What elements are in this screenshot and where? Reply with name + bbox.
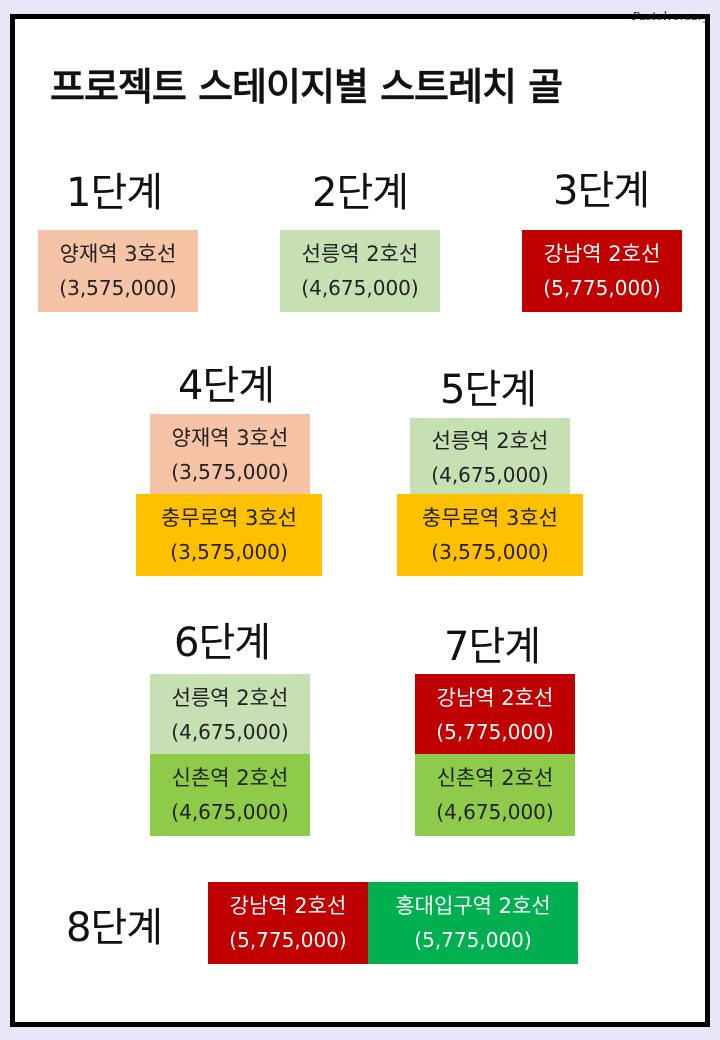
goal-amount: (3,575,000) [171, 460, 289, 484]
station-name: 선릉역 2호선 [431, 429, 549, 453]
stage-4-goal-2: 충무로역 3호선 (3,575,000) [136, 494, 322, 576]
page-title: 프로젝트 스테이지별 스트레치 골 [50, 65, 563, 109]
stage-5-label: 5단계 [440, 367, 537, 413]
station-name: 선릉역 2호선 [171, 686, 289, 710]
goal-amount: (3,575,000) [170, 540, 288, 564]
goal-amount: (3,575,000) [59, 276, 177, 300]
goal-amount: (5,775,000) [436, 720, 554, 744]
goal-amount: (4,675,000) [436, 800, 554, 824]
stage-6-goal-2: 신촌역 2호선 (4,675,000) [150, 754, 310, 836]
station-name: 충무로역 3호선 [161, 506, 297, 530]
goal-amount: (4,675,000) [171, 800, 289, 824]
stage-4-label: 4단계 [178, 363, 275, 409]
stage-7-goal-1: 강남역 2호선 (5,775,000) [415, 674, 575, 756]
stage-7-goal-2: 신촌역 2호선 (4,675,000) [415, 754, 575, 836]
stage-5-goal-1: 선릉역 2호선 (4,675,000) [410, 418, 570, 498]
goal-amount: (5,775,000) [414, 928, 532, 952]
station-name: 홍대입구역 2호선 [395, 894, 551, 918]
station-name: 양재역 3호선 [171, 426, 289, 450]
goal-amount: (5,775,000) [229, 928, 347, 952]
stage-2-goal-1: 선릉역 2호선 (4,675,000) [280, 230, 440, 312]
stage-8-goal-2: 홍대입구역 2호선 (5,775,000) [368, 882, 578, 964]
station-name: 선릉역 2호선 [301, 242, 419, 266]
stage-1-label: 1단계 [66, 170, 163, 216]
stage-7-label: 7단계 [444, 624, 541, 670]
station-name: 강남역 2호선 [543, 242, 661, 266]
goal-amount: (3,575,000) [431, 540, 549, 564]
stage-3-label: 3단계 [553, 168, 650, 214]
stage-1-goal-1: 양재역 3호선 (3,575,000) [38, 230, 198, 312]
stage-8-label: 8단계 [66, 905, 163, 951]
goal-amount: (4,675,000) [171, 720, 289, 744]
stage-2-label: 2단계 [312, 170, 409, 216]
goal-amount: (5,775,000) [543, 276, 661, 300]
station-name: 강남역 2호선 [436, 686, 554, 710]
goal-amount: (4,675,000) [431, 463, 549, 487]
stage-5-goal-2: 충무로역 3호선 (3,575,000) [397, 494, 583, 576]
station-name: 신촌역 2호선 [436, 766, 554, 790]
stage-6-goal-1: 선릉역 2호선 (4,675,000) [150, 674, 310, 756]
brand-logo: Pastelversary [632, 10, 710, 23]
stage-3-goal-1: 강남역 2호선 (5,775,000) [522, 230, 682, 312]
poster-frame [10, 14, 710, 1027]
station-name: 양재역 3호선 [59, 242, 177, 266]
stage-6-label: 6단계 [174, 620, 271, 666]
station-name: 강남역 2호선 [229, 894, 347, 918]
stage-8-goal-1: 강남역 2호선 (5,775,000) [208, 882, 368, 964]
station-name: 신촌역 2호선 [171, 766, 289, 790]
station-name: 충무로역 3호선 [422, 506, 558, 530]
stage-4-goal-1: 양재역 3호선 (3,575,000) [150, 414, 310, 496]
goal-amount: (4,675,000) [301, 276, 419, 300]
